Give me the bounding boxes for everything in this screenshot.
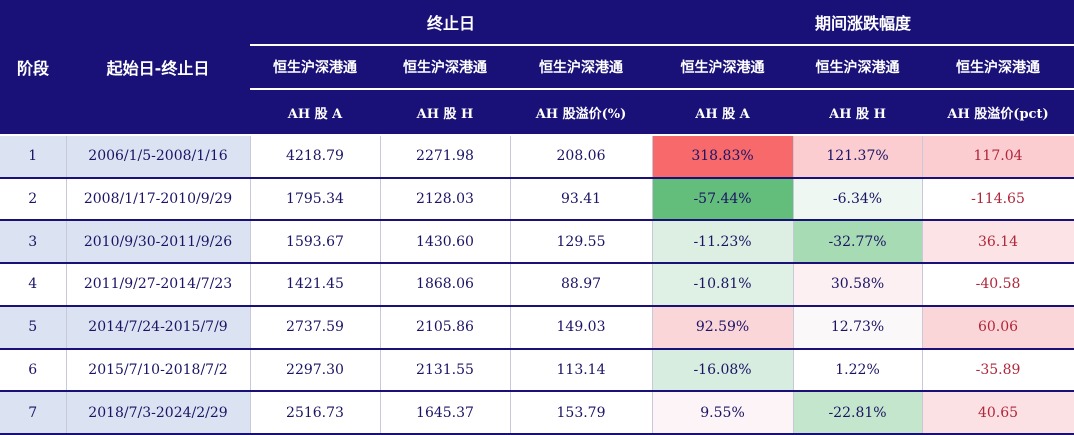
- header-stage: 阶段: [0, 0, 66, 136]
- cell-stage: 7: [0, 390, 67, 435]
- cell-end-premium: 129.55: [510, 219, 653, 264]
- cell-period: 2006/1/5-2008/1/16: [66, 134, 251, 178]
- cell-end-premium: 153.79: [510, 390, 653, 435]
- cell-end-a: 2737.59: [250, 304, 381, 349]
- cell-end-premium: 113.14: [510, 347, 653, 392]
- cell-chg-a: -10.81%: [652, 262, 794, 306]
- cell-period: 2018/7/3-2024/2/29: [66, 390, 251, 435]
- header-index-end-h: 恒生沪深港通: [380, 45, 510, 90]
- table-row: 4 2011/9/27-2014/7/23 1421.45 1868.06 88…: [0, 262, 1074, 306]
- header-index-end-premium: 恒生沪深港通: [510, 45, 653, 90]
- cell-end-a: 1795.34: [250, 176, 381, 221]
- table-row: 6 2015/7/10-2018/7/2 2297.30 2131.55 113…: [0, 347, 1074, 392]
- table-row: 7 2018/7/3-2024/2/29 2516.73 1645.37 153…: [0, 390, 1074, 435]
- cell-chg-a: 318.83%: [652, 134, 794, 178]
- cell-period: 2010/9/30-2011/9/26: [66, 219, 251, 264]
- cell-period: 2011/9/27-2014/7/23: [66, 262, 251, 306]
- cell-end-premium: 149.03: [510, 304, 653, 349]
- cell-chg-h: 1.22%: [793, 347, 923, 392]
- cell-chg-h: 12.73%: [793, 304, 923, 349]
- cell-chg-premium: -114.65: [922, 176, 1074, 221]
- cell-stage: 5: [0, 304, 67, 349]
- cell-end-h: 2128.03: [380, 176, 511, 221]
- cell-stage: 4: [0, 262, 67, 306]
- cell-stage: 3: [0, 219, 67, 264]
- header-period: 起始日-终止日: [66, 0, 250, 136]
- cell-end-h: 1430.60: [380, 219, 511, 264]
- header-group-end-date: 终止日: [250, 0, 653, 46]
- cell-chg-premium: 60.06: [922, 304, 1074, 349]
- header-index-chg-premium: 恒生沪深港通: [922, 45, 1074, 90]
- cell-period: 2014/7/24-2015/7/9: [66, 304, 251, 349]
- cell-end-a: 1421.45: [250, 262, 381, 306]
- cell-chg-h: 121.37%: [793, 134, 923, 178]
- cell-chg-premium: 117.04: [922, 134, 1074, 178]
- cell-chg-h: -32.77%: [793, 219, 923, 264]
- cell-chg-premium: -35.89: [922, 347, 1074, 392]
- cell-end-h: 1645.37: [380, 390, 511, 435]
- cell-chg-a: 92.59%: [652, 304, 794, 349]
- header-sub-chg-h: AH 股 H: [793, 89, 923, 136]
- cell-chg-a: -16.08%: [652, 347, 794, 392]
- header-index-chg-h: 恒生沪深港通: [793, 45, 923, 90]
- cell-end-h: 1868.06: [380, 262, 511, 306]
- cell-chg-h: 30.58%: [793, 262, 923, 306]
- cell-end-a: 2516.73: [250, 390, 381, 435]
- header-group-period-change: 期间涨跌幅度: [652, 0, 1074, 46]
- cell-end-premium: 93.41: [510, 176, 653, 221]
- table-body: 1 2006/1/5-2008/1/16 4218.79 2271.98 208…: [0, 134, 1074, 435]
- header-sub-end-premium: AH 股溢价(%): [510, 89, 653, 136]
- header-sub-end-a: AH 股 A: [250, 89, 380, 136]
- cell-stage: 6: [0, 347, 67, 392]
- cell-end-premium: 208.06: [510, 134, 653, 178]
- cell-chg-premium: 36.14: [922, 219, 1074, 264]
- table-header: 阶段 起始日-终止日 终止日 期间涨跌幅度 恒生沪深港通 恒生沪深港通 恒生沪深…: [0, 0, 1074, 136]
- header-index-chg-a: 恒生沪深港通: [652, 45, 794, 90]
- table-row: 3 2010/9/30-2011/9/26 1593.67 1430.60 12…: [0, 219, 1074, 264]
- cell-end-h: 2105.86: [380, 304, 511, 349]
- cell-chg-premium: 40.65: [922, 390, 1074, 435]
- cell-chg-h: -6.34%: [793, 176, 923, 221]
- header-sub-end-h: AH 股 H: [380, 89, 510, 136]
- cell-end-a: 1593.67: [250, 219, 381, 264]
- cell-end-h: 2131.55: [380, 347, 511, 392]
- cell-chg-a: 9.55%: [652, 390, 794, 435]
- cell-end-h: 2271.98: [380, 134, 511, 178]
- table-row: 2 2008/1/17-2010/9/29 1795.34 2128.03 93…: [0, 176, 1074, 221]
- cell-period: 2015/7/10-2018/7/2: [66, 347, 251, 392]
- cell-chg-a: -57.44%: [652, 176, 794, 221]
- cell-end-a: 2297.30: [250, 347, 381, 392]
- header-sub-chg-premium: AH 股溢价(pct): [922, 89, 1074, 136]
- cell-chg-a: -11.23%: [652, 219, 794, 264]
- header-index-end-a: 恒生沪深港通: [250, 45, 380, 90]
- cell-chg-premium: -40.58: [922, 262, 1074, 306]
- header-sub-chg-a: AH 股 A: [652, 89, 794, 136]
- cell-chg-h: -22.81%: [793, 390, 923, 435]
- cell-stage: 2: [0, 176, 67, 221]
- cell-period: 2008/1/17-2010/9/29: [66, 176, 251, 221]
- cell-stage: 1: [0, 134, 67, 178]
- cell-end-premium: 88.97: [510, 262, 653, 306]
- table-row: 5 2014/7/24-2015/7/9 2737.59 2105.86 149…: [0, 304, 1074, 349]
- cell-end-a: 4218.79: [250, 134, 381, 178]
- table-row: 1 2006/1/5-2008/1/16 4218.79 2271.98 208…: [0, 134, 1074, 178]
